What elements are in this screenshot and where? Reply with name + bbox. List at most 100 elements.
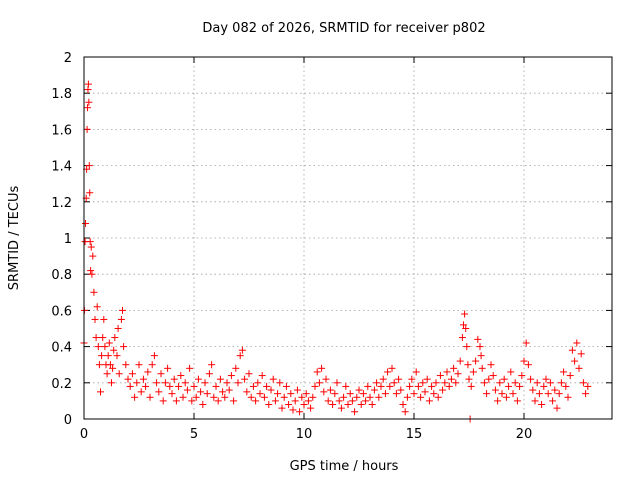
- y-tick-label: 1.4: [51, 160, 72, 175]
- data-point: [342, 382, 350, 390]
- data-point: [511, 379, 519, 387]
- data-point: [197, 388, 205, 396]
- x-tick-label: 5: [190, 427, 198, 442]
- data-point: [487, 361, 495, 369]
- y-tick-label: 0: [64, 413, 72, 428]
- y-tick-label: 0.4: [51, 341, 72, 356]
- data-point: [114, 325, 122, 332]
- data-point: [87, 267, 95, 275]
- data-point: [337, 404, 345, 412]
- data-point: [401, 408, 409, 416]
- data-point: [527, 375, 535, 383]
- data-point: [406, 382, 414, 390]
- data-point: [190, 382, 198, 390]
- data-point: [84, 104, 92, 112]
- data-point: [83, 125, 91, 133]
- data-point: [159, 397, 167, 405]
- data-point: [115, 370, 123, 378]
- data-point: [368, 401, 376, 409]
- data-point: [142, 382, 150, 390]
- y-tick-label: 1: [64, 232, 72, 247]
- data-point: [216, 375, 224, 383]
- data-point: [494, 397, 502, 405]
- data-point: [477, 352, 485, 360]
- data-point: [170, 375, 178, 383]
- data-point: [384, 368, 392, 376]
- data-point: [285, 401, 293, 409]
- y-tick-label: 0.8: [51, 268, 72, 283]
- data-point: [227, 372, 235, 380]
- data-point: [346, 390, 354, 398]
- data-point: [89, 252, 97, 260]
- data-point: [287, 390, 295, 398]
- data-point: [403, 393, 411, 401]
- data-point: [538, 401, 546, 409]
- data-point: [164, 364, 172, 372]
- data-point: [331, 390, 339, 398]
- data-point: [241, 375, 249, 383]
- data-point: [518, 372, 526, 380]
- data-point: [564, 393, 572, 401]
- data-point: [179, 393, 187, 401]
- data-point: [423, 375, 431, 383]
- data-point: [177, 372, 185, 380]
- data-point: [93, 303, 101, 311]
- data-point: [210, 393, 218, 401]
- data-point: [188, 397, 196, 405]
- data-point: [256, 390, 264, 398]
- data-point: [139, 375, 147, 383]
- data-point: [344, 401, 352, 409]
- data-point: [439, 386, 447, 394]
- data-point: [529, 386, 537, 394]
- data-point: [161, 379, 169, 387]
- data-point: [476, 343, 484, 351]
- data-point: [201, 379, 209, 387]
- data-point: [489, 372, 497, 380]
- data-point: [366, 393, 374, 401]
- data-point: [388, 364, 396, 372]
- data-point: [524, 361, 532, 369]
- data-point: [362, 397, 370, 405]
- data-point: [111, 334, 119, 342]
- data-point: [399, 401, 407, 409]
- data-point: [109, 364, 117, 372]
- data-point: [157, 370, 165, 378]
- data-point: [120, 343, 128, 351]
- data-point: [153, 379, 161, 387]
- data-point: [85, 162, 93, 170]
- data-point: [219, 388, 227, 396]
- data-point: [386, 382, 394, 390]
- data-point: [271, 397, 279, 405]
- x-axis-label: GPS time / hours: [290, 459, 399, 474]
- data-point: [124, 375, 132, 383]
- data-point: [320, 388, 328, 396]
- data-point: [307, 404, 315, 412]
- data-point: [95, 361, 103, 369]
- data-point: [148, 361, 156, 369]
- data-point: [247, 393, 255, 401]
- data-point: [531, 397, 539, 405]
- data-point: [230, 397, 238, 405]
- data-point: [133, 379, 141, 387]
- data-point: [417, 393, 425, 401]
- data-point: [335, 397, 343, 405]
- data-point: [181, 379, 189, 387]
- data-point: [212, 382, 220, 390]
- data-point: [199, 401, 207, 409]
- data-point: [168, 390, 176, 398]
- data-point: [498, 390, 506, 398]
- data-point: [509, 390, 517, 398]
- data-point: [421, 388, 429, 396]
- data-point: [375, 393, 383, 401]
- data-point: [395, 375, 403, 383]
- data-point: [359, 390, 367, 398]
- data-point: [103, 370, 111, 378]
- data-point: [502, 393, 510, 401]
- y-axis-label: SRMTID / TECUs: [7, 186, 22, 291]
- data-point: [577, 350, 585, 358]
- data-point: [562, 382, 570, 390]
- data-point: [584, 382, 592, 390]
- data-point: [291, 397, 299, 405]
